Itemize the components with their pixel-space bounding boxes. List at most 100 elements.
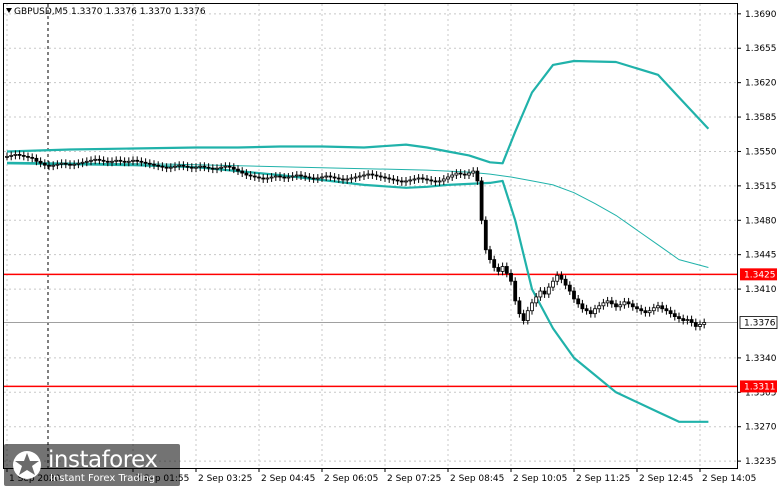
y-tick-label: 1.3235 [745,457,777,467]
candle-body [576,298,581,305]
candle-body [311,177,316,180]
candle-body [693,322,698,327]
candle-body [118,159,123,162]
candle-body [105,160,110,163]
candle-body [458,172,463,175]
candle-body [572,290,576,300]
candle-body [173,165,177,168]
candle-body [395,179,400,182]
candle-body [278,175,282,178]
candle-body [240,170,245,174]
candle-body [93,158,98,161]
candle-body [290,175,295,178]
candle-body [513,280,518,302]
grid [4,4,737,468]
x-tick-label: 2 Sep 12:45 [639,474,693,484]
candle-body [13,154,18,156]
candle-body [164,166,169,169]
candle-body [563,278,568,286]
y-tick-label: 1.3340 [745,354,777,364]
candle-body [152,163,156,166]
candle-body [189,166,194,169]
candle-body [26,155,30,158]
candle-body [345,178,350,181]
candle-body [664,308,669,312]
x-tick-label: 2 Sep 08:45 [450,474,504,484]
candle-body [639,308,644,312]
price-axis: 1.3690 1.3655 1.3620 1.3585 1.3550 1.3515 1.34… [737,10,778,467]
candle-body [76,162,81,165]
candle-body [362,174,366,177]
candle-body [433,180,438,183]
candle-body [509,272,513,282]
candle-body [5,155,9,158]
candle-body [467,172,471,176]
band-lower-line [6,162,709,423]
logo-wordmark: instaforex [48,447,158,473]
x-tick-label: 2 Sep 07:25 [387,474,441,484]
candle-body [47,164,51,167]
candle-body [450,174,455,178]
candle-body [618,304,623,308]
candle-body [551,280,555,288]
level-label-box [740,268,777,281]
y-tick-label: 1.3305 [745,388,777,398]
candle-body [328,175,333,178]
candle-body [231,166,236,170]
candle-body [282,176,287,179]
candle-body [248,174,253,177]
candle-body [181,164,186,167]
level-label: 1.3311 [744,382,776,392]
candle-body [68,163,72,166]
x-tick-label: 2 Sep 14:05 [702,474,756,484]
candle-body [517,300,522,315]
candle-body [353,176,358,179]
y-tick-label: 1.3445 [745,251,777,261]
candle-body [475,170,480,182]
candle-body [479,180,484,221]
candle-body [647,310,652,314]
candle-body [614,303,618,308]
candle-body [336,177,341,180]
candle-body [294,174,299,177]
candle-body [651,307,656,312]
candle-body [219,166,224,169]
candle-body [357,175,362,178]
candle-body [685,319,690,321]
candle-body [534,296,539,304]
candle-body [185,165,190,168]
candle-body [110,160,114,163]
candle-body [492,259,497,268]
x-tick-label: 2 Sep 03:25 [198,474,252,484]
candle-body [454,172,459,176]
candle-body [206,166,211,169]
candle-body [194,166,198,169]
candle-body [101,159,106,162]
candle-body [160,165,165,168]
candle-body [496,267,501,272]
logo-tagline: Instant Forex Trading [50,473,156,484]
candle-body [504,266,509,274]
candle-body [597,305,602,310]
current-price-box [739,316,778,329]
candle-body [483,219,488,251]
level-label: 1.3425 [744,270,776,280]
candle-body [147,162,152,165]
candle-body [399,180,404,183]
candle-body [672,313,677,318]
x-tick-label: 2 Sep 10:05 [513,474,567,484]
chart-menu-triangle-icon[interactable] [6,8,12,13]
candle-body [622,301,627,306]
candle-body [51,164,56,167]
candle-body [630,303,635,308]
candle-body [387,177,392,180]
candle-body [286,176,291,179]
candle-body [412,178,417,181]
candle-body [257,176,261,179]
candle-body [546,286,551,295]
candle-body [643,310,648,314]
y-tick-label: 1.3515 [745,182,777,192]
y-tick-label: 1.3270 [745,423,777,433]
candle-body [601,302,606,307]
candle-body [677,316,681,319]
